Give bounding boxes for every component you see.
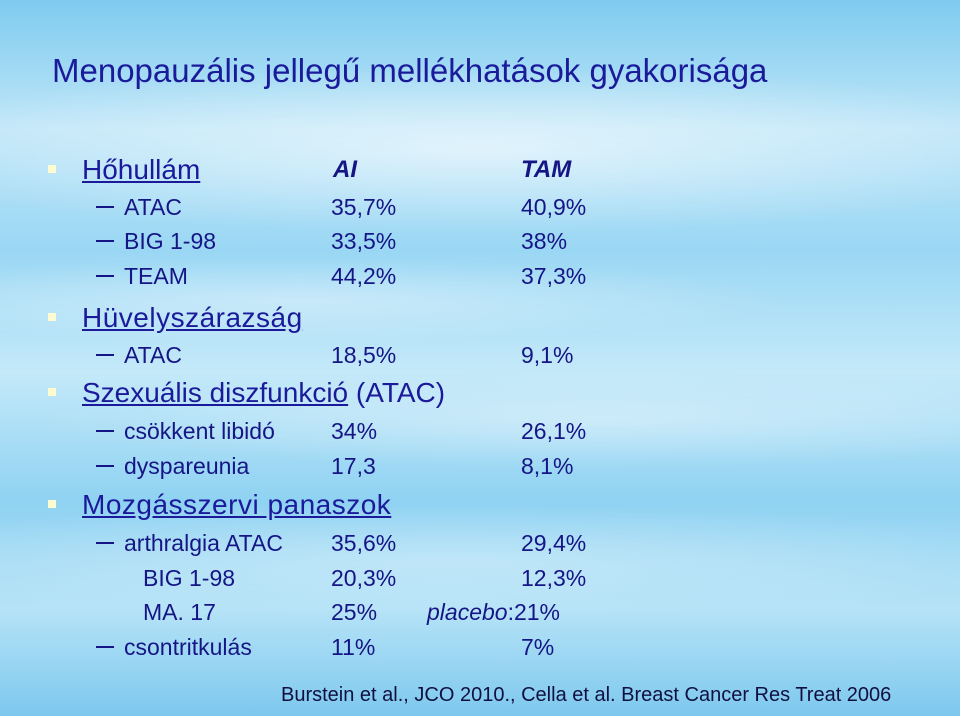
section-label-sexual-text: Szexuális diszfunkció (82, 377, 349, 408)
bullet-icon (48, 165, 56, 173)
placebo-label: placebo (427, 599, 508, 625)
row-label: BIG 1-98 (143, 565, 236, 591)
footnote-citation: Burstein et al., JCO 2010., Cella et al.… (281, 684, 892, 706)
row-label: arthralgia ATAC (124, 530, 283, 556)
bullet-icon (48, 500, 56, 508)
value-tam: 38% (521, 228, 568, 254)
section-label-sexual: Szexuális diszfunkció (ATAC) (82, 376, 445, 410)
dash-icon (96, 465, 114, 467)
section-label-musculoskeletal: Mozgásszervi panaszok (82, 489, 392, 520)
value-tam: 29,4% (521, 530, 587, 556)
dash-icon (96, 542, 114, 544)
value-ai: 25% (331, 599, 378, 625)
page-title: Menopauzális jellegű mellékhatások gyako… (52, 52, 768, 89)
section-label-hot-flush: Hőhullám (82, 154, 201, 185)
bullet-icon (48, 388, 56, 396)
value-tam: 8,1% (521, 453, 574, 479)
row-label: ATAC (124, 342, 182, 368)
column-header-ai: AI (333, 156, 357, 183)
section-label-vaginal-dryness: Hüvelyszárazság (82, 302, 303, 333)
row-label: BIG 1-98 (124, 228, 217, 254)
section-label-sexual-suffix: (ATAC) (355, 377, 446, 408)
value-placebo: placebo:21% (427, 595, 560, 629)
value-ai: 35,6% (331, 530, 397, 556)
value-tam: 7% (521, 634, 555, 660)
row-label: csontritkulás (124, 634, 252, 660)
placebo-value: :21% (507, 599, 561, 625)
value-ai: 33,5% (331, 228, 397, 254)
value-tam: 26,1% (521, 418, 587, 444)
dash-icon (96, 206, 114, 208)
dash-icon (96, 646, 114, 648)
column-header-tam: TAM (521, 156, 572, 183)
dash-icon (96, 275, 114, 277)
value-ai: 11% (331, 634, 376, 660)
row-label: MA. 17 (143, 599, 216, 625)
value-ai: 34% (331, 418, 378, 444)
value-tam: 12,3% (521, 565, 587, 591)
row-label: TEAM (124, 263, 188, 289)
value-ai: 20,3% (331, 565, 397, 591)
value-ai: 17,3 (331, 453, 376, 479)
value-tam: 9,1% (521, 342, 574, 368)
value-tam: 40,9% (521, 194, 587, 220)
bullet-icon (48, 313, 56, 321)
dash-icon (96, 354, 114, 356)
value-tam: 37,3% (521, 263, 587, 289)
value-ai: 44,2% (331, 263, 397, 289)
row-label: csökkent libidó (124, 418, 275, 444)
dash-icon (96, 430, 114, 432)
dash-icon (96, 240, 114, 242)
row-label: dyspareunia (124, 453, 250, 479)
value-ai: 35,7% (331, 194, 397, 220)
row-label: ATAC (124, 194, 182, 220)
value-ai: 18,5% (331, 342, 397, 368)
